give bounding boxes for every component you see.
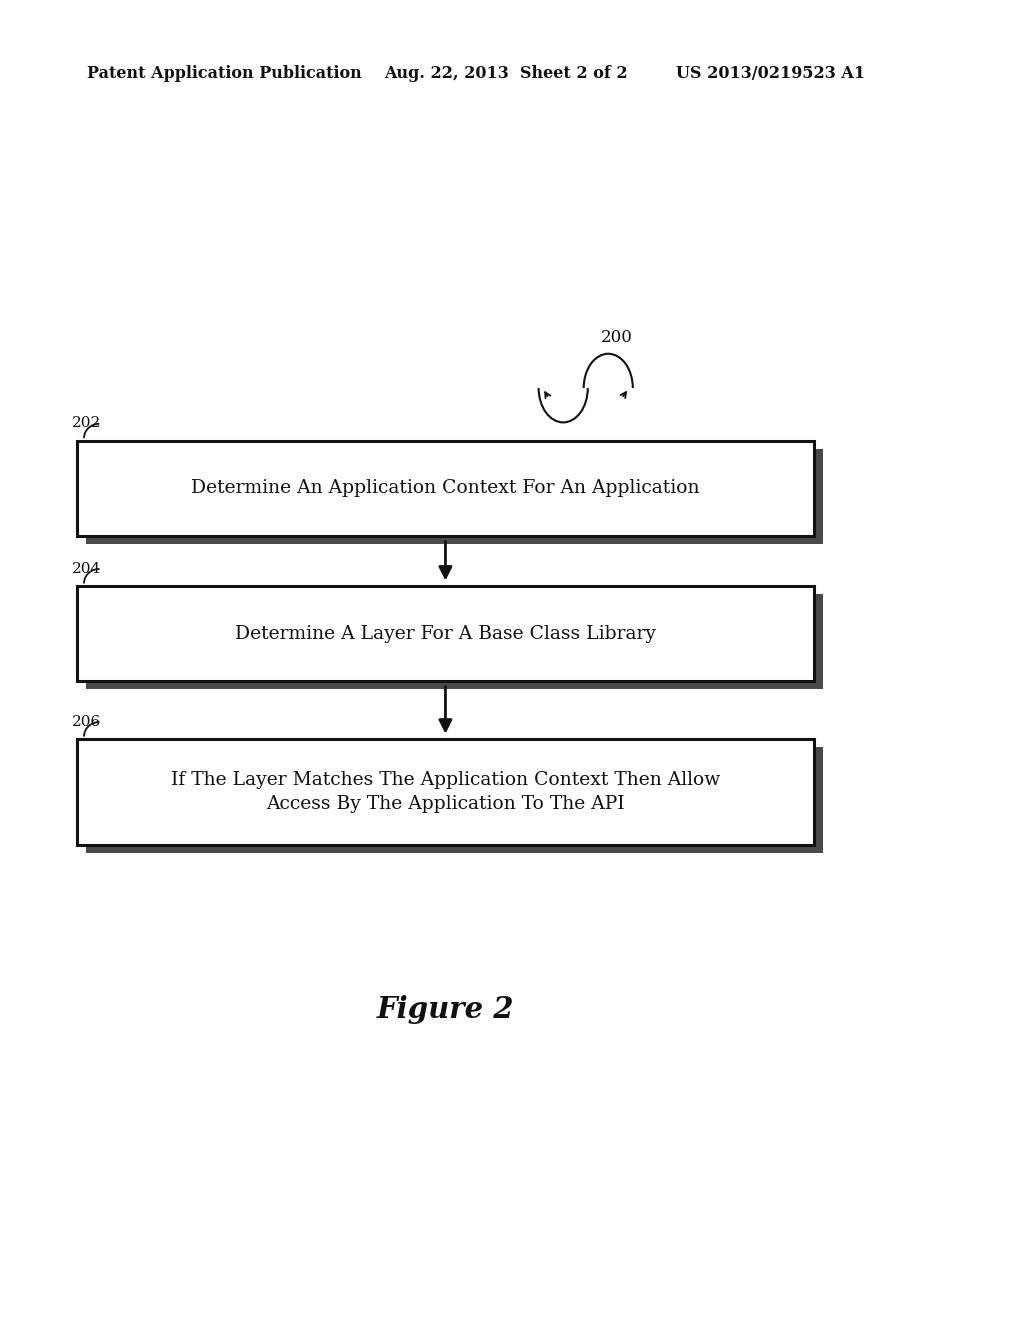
Text: Figure 2: Figure 2 <box>377 995 514 1024</box>
Text: US 2013/0219523 A1: US 2013/0219523 A1 <box>676 66 865 82</box>
Bar <box>77 441 814 536</box>
Bar <box>86 747 823 853</box>
Text: Determine An Application Context For An Application: Determine An Application Context For An … <box>191 479 699 498</box>
Text: 200: 200 <box>601 329 633 346</box>
Text: If The Layer Matches The Application Context Then Allow
Access By The Applicatio: If The Layer Matches The Application Con… <box>171 771 720 813</box>
Text: Determine A Layer For A Base Class Library: Determine A Layer For A Base Class Libra… <box>234 624 656 643</box>
Text: 206: 206 <box>72 714 101 729</box>
Bar <box>86 594 823 689</box>
Text: 204: 204 <box>72 561 101 576</box>
Text: 202: 202 <box>72 416 101 430</box>
Text: Aug. 22, 2013  Sheet 2 of 2: Aug. 22, 2013 Sheet 2 of 2 <box>384 66 628 82</box>
Text: Patent Application Publication: Patent Application Publication <box>87 66 361 82</box>
Bar <box>86 449 823 544</box>
Bar <box>77 739 814 845</box>
Bar <box>77 586 814 681</box>
